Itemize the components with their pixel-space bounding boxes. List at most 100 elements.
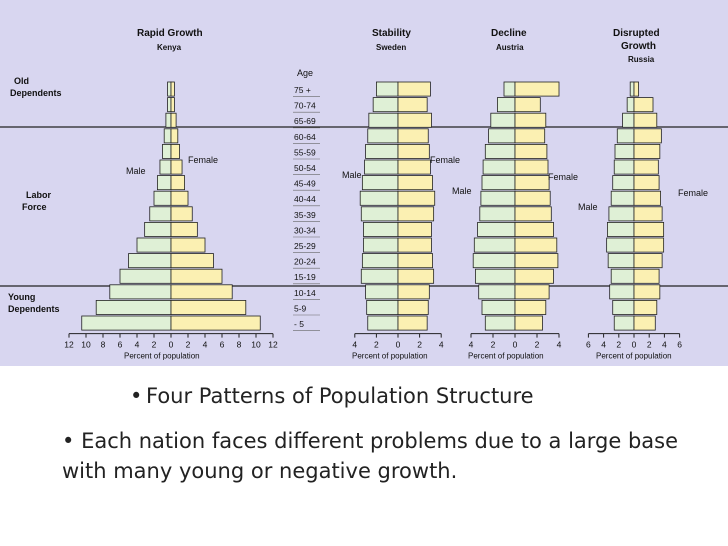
female-bar: [397, 237, 432, 253]
x-axis-label: Percent of population: [124, 352, 200, 361]
female-bar: [514, 299, 547, 315]
age-label: 60-64: [294, 132, 316, 142]
female-bar: [397, 81, 431, 97]
x-tick-label: 6: [220, 340, 225, 350]
male-bar: [482, 159, 516, 175]
x-tick-label: 0: [396, 340, 401, 350]
x-tick-label: 4: [662, 340, 667, 350]
male-bar: [364, 159, 399, 175]
x-tick-label: 4: [439, 340, 444, 350]
male-bar: [613, 315, 635, 331]
male-bar: [367, 315, 399, 331]
pyramid-sweden: Stability Sweden Male Female 4 2 0 2 4 Percent of…: [342, 28, 460, 361]
female-bar: [397, 253, 433, 269]
female-label: Female: [430, 155, 460, 165]
pyramid-title: Disrupted: [613, 28, 660, 39]
female-bar: [514, 206, 552, 222]
female-bar: [514, 128, 546, 144]
male-bar: [363, 237, 399, 253]
x-tick-label: 2: [374, 340, 379, 350]
female-bar: [397, 159, 431, 175]
male-bar: [607, 253, 635, 269]
female-bar: [170, 81, 175, 97]
male-bar: [612, 175, 635, 191]
female-bar: [170, 128, 179, 144]
x-tick-label: 8: [101, 340, 106, 350]
male-bar: [480, 190, 516, 206]
male-bar: [481, 175, 516, 191]
age-label: 35-39: [294, 210, 316, 220]
male-bar: [481, 299, 516, 315]
pyramid-austria: Decline Austria Male Female 4 2 0 2 4 Percent of …: [452, 28, 578, 361]
male-bar: [136, 237, 172, 253]
pyramid-title: Decline: [491, 28, 527, 39]
male-label: Male: [126, 166, 146, 176]
x-tick-label: 4: [601, 340, 606, 350]
female-bar: [397, 284, 430, 300]
x-axis-label: Percent of population: [468, 352, 544, 361]
x-tick-label: 10: [251, 340, 261, 350]
x-tick-label: 0: [513, 340, 518, 350]
x-tick-label: 12: [268, 340, 278, 350]
pyramid-kenya: Rapid Growth Kenya Male Female 12 10 8 6 4 2 0 2 4 6 8…: [64, 28, 278, 361]
female-bar: [397, 97, 428, 113]
male-bar: [503, 81, 516, 97]
pyramid-subtitle: Austria: [496, 43, 524, 52]
x-tick-label: 2: [152, 340, 157, 350]
female-bar: [170, 175, 186, 191]
age-label: 10-14: [294, 288, 316, 298]
male-bar: [613, 159, 635, 175]
male-bar: [610, 190, 635, 206]
female-bar: [633, 112, 658, 128]
x-tick-label: 4: [352, 340, 357, 350]
male-bar: [361, 175, 399, 191]
pyramid-title: Stability: [372, 28, 411, 39]
female-bar: [633, 97, 654, 113]
x-tick-label: 8: [237, 340, 242, 350]
female-bar: [170, 268, 223, 284]
male-bar: [614, 143, 635, 159]
female-bar: [633, 128, 662, 144]
male-bar: [609, 284, 635, 300]
female-bar: [170, 190, 189, 206]
age-label: 5-9: [294, 303, 307, 313]
male-bar: [473, 237, 516, 253]
female-bar: [170, 221, 198, 237]
male-bar: [128, 253, 172, 269]
male-bar: [109, 284, 172, 300]
male-bar: [479, 206, 516, 222]
female-bar: [397, 315, 428, 331]
male-bar: [372, 97, 399, 113]
female-bar: [633, 237, 665, 253]
male-bar: [153, 190, 172, 206]
male-bar: [484, 315, 516, 331]
age-label: 20-24: [294, 257, 316, 267]
x-tick-label: 6: [586, 340, 591, 350]
male-bar: [612, 299, 635, 315]
male-bar: [474, 268, 516, 284]
x-axis-label: Percent of population: [596, 352, 672, 361]
female-bar: [514, 237, 558, 253]
female-bar: [397, 128, 429, 144]
x-tick-label: 10: [81, 340, 91, 350]
male-bar: [606, 237, 635, 253]
age-label: 55-59: [294, 147, 316, 157]
female-bar: [633, 299, 658, 315]
x-tick-label: 4: [203, 340, 208, 350]
male-bar: [359, 190, 399, 206]
female-bar: [397, 299, 429, 315]
bullet-main: • Each nation faces different problems d…: [62, 426, 702, 486]
bullet-sub-text: Four Patterns of Population Structure: [146, 384, 534, 408]
x-tick-label: 4: [557, 340, 562, 350]
female-bar: [633, 284, 661, 300]
male-bar: [360, 268, 399, 284]
female-bar: [397, 175, 433, 191]
female-bar: [633, 175, 660, 191]
bullet-dot: •: [62, 429, 75, 453]
x-tick-label: 6: [118, 340, 123, 350]
bullet-list: • Four Patterns of Population Structure •…: [0, 384, 728, 534]
male-bar: [163, 128, 172, 144]
age-header: Age: [297, 68, 313, 78]
male-bar: [360, 206, 399, 222]
